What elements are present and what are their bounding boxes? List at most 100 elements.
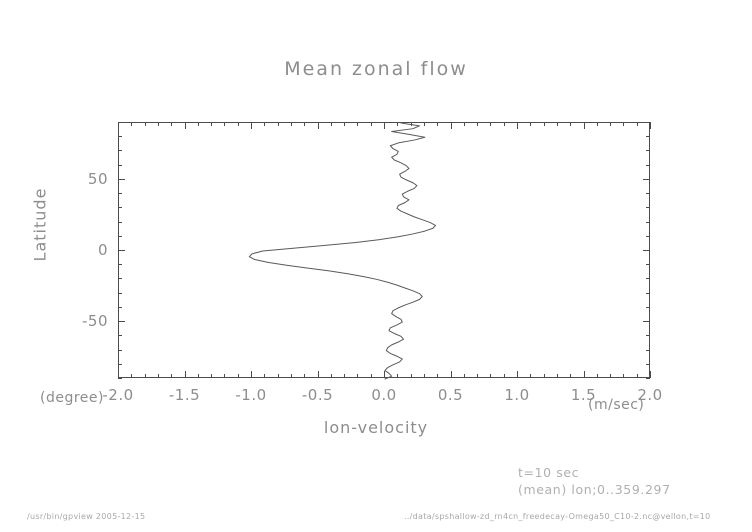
tick-mark: [197, 374, 199, 378]
tick-mark: [517, 122, 518, 129]
tick-mark: [596, 122, 598, 126]
tick-mark: [118, 306, 122, 308]
tick-mark: [118, 164, 122, 166]
footer-command: /usr/bin/gpview 2005-12-15: [27, 512, 146, 521]
tick-mark: [237, 374, 239, 378]
tick-mark: [384, 122, 385, 129]
tick-mark: [596, 374, 598, 378]
tick-mark: [583, 371, 585, 378]
tick-mark: [410, 122, 412, 126]
y-tick-label: -50: [82, 312, 108, 331]
tick-mark: [118, 363, 122, 365]
tick-mark: [646, 264, 650, 266]
tick-mark: [184, 122, 186, 129]
tick-mark: [304, 374, 306, 378]
tick-mark: [450, 122, 452, 129]
tick-mark: [643, 321, 650, 323]
tick-mark: [477, 122, 479, 126]
tick-mark: [344, 122, 346, 126]
tick-mark: [370, 122, 372, 126]
x-tick-label: 0.0: [371, 386, 397, 404]
plot-frame: [118, 122, 650, 380]
tick-mark: [423, 122, 425, 126]
tick-mark: [211, 122, 213, 126]
annotation-time: t=10 sec: [518, 465, 580, 480]
tick-mark: [118, 321, 125, 323]
x-tick-label: -1.0: [235, 386, 267, 404]
tick-mark: [437, 122, 439, 126]
tick-mark: [330, 374, 332, 378]
annotation-mean-range: (mean) lon;0..359.297: [518, 482, 671, 497]
tick-mark: [410, 374, 412, 378]
tick-mark: [623, 374, 625, 378]
tick-mark: [423, 374, 425, 378]
tick-mark: [490, 374, 492, 378]
tick-mark: [646, 335, 650, 337]
tick-mark: [646, 207, 650, 209]
tick-mark: [437, 374, 439, 378]
tick-mark: [646, 306, 650, 308]
tick-mark: [646, 150, 650, 152]
tick-mark: [357, 122, 359, 126]
tick-mark: [384, 371, 385, 378]
tick-mark: [646, 292, 650, 294]
y-axis-unit: (degree): [40, 390, 104, 406]
tick-mark: [646, 122, 650, 123]
tick-mark: [118, 221, 122, 223]
tick-mark: [344, 374, 346, 378]
tick-mark: [118, 178, 125, 180]
x-tick-label: -2.0: [102, 386, 134, 404]
tick-mark: [118, 378, 122, 379]
tick-mark: [543, 122, 545, 126]
tick-mark: [583, 122, 585, 129]
tick-mark: [397, 374, 399, 378]
tick-mark: [251, 371, 252, 378]
tick-mark: [450, 371, 452, 378]
tick-mark: [330, 122, 332, 126]
tick-mark: [118, 122, 119, 129]
tick-mark: [463, 374, 465, 378]
tick-mark: [646, 235, 650, 237]
x-axis-title: lon-velocity: [323, 418, 429, 437]
tick-mark: [211, 374, 213, 378]
x-tick-label: 1.0: [504, 386, 530, 404]
tick-mark: [646, 164, 650, 166]
tick-mark: [184, 371, 186, 378]
tick-mark: [317, 371, 319, 378]
tick-mark: [118, 122, 122, 123]
tick-mark: [157, 122, 159, 126]
tick-mark: [157, 374, 159, 378]
x-tick-label: -0.5: [301, 386, 334, 404]
tick-mark: [171, 122, 173, 126]
y-tick-label: 0: [97, 241, 108, 259]
tick-mark: [503, 374, 505, 378]
page-title: Mean zonal flow: [284, 58, 468, 80]
tick-mark: [530, 374, 532, 378]
tick-mark: [277, 122, 279, 126]
tick-mark: [463, 122, 465, 126]
x-tick-label: -1.5: [168, 386, 201, 404]
tick-mark: [118, 349, 122, 351]
tick-mark: [646, 363, 650, 365]
footer-datasource: ../data/spshallow-zd_rn4cn_freedecay-Ome…: [404, 512, 711, 521]
tick-mark: [477, 374, 479, 378]
tick-mark: [570, 374, 572, 378]
tick-mark: [118, 264, 122, 266]
tick-mark: [370, 374, 372, 378]
tick-mark: [224, 374, 226, 378]
tick-mark: [650, 122, 651, 129]
y-axis-title: Latitude: [30, 187, 50, 262]
tick-mark: [490, 122, 492, 126]
tick-mark: [277, 374, 279, 378]
x-axis-unit: (m/sec): [588, 397, 645, 413]
tick-mark: [317, 122, 319, 129]
tick-mark: [357, 374, 359, 378]
tick-mark: [646, 278, 650, 280]
x-tick-label: 0.5: [437, 386, 464, 404]
tick-mark: [144, 122, 146, 126]
tick-mark: [131, 374, 133, 378]
tick-mark: [636, 374, 638, 378]
tick-mark: [646, 136, 650, 138]
y-tick-label: 50: [87, 169, 108, 188]
tick-mark: [224, 122, 226, 126]
